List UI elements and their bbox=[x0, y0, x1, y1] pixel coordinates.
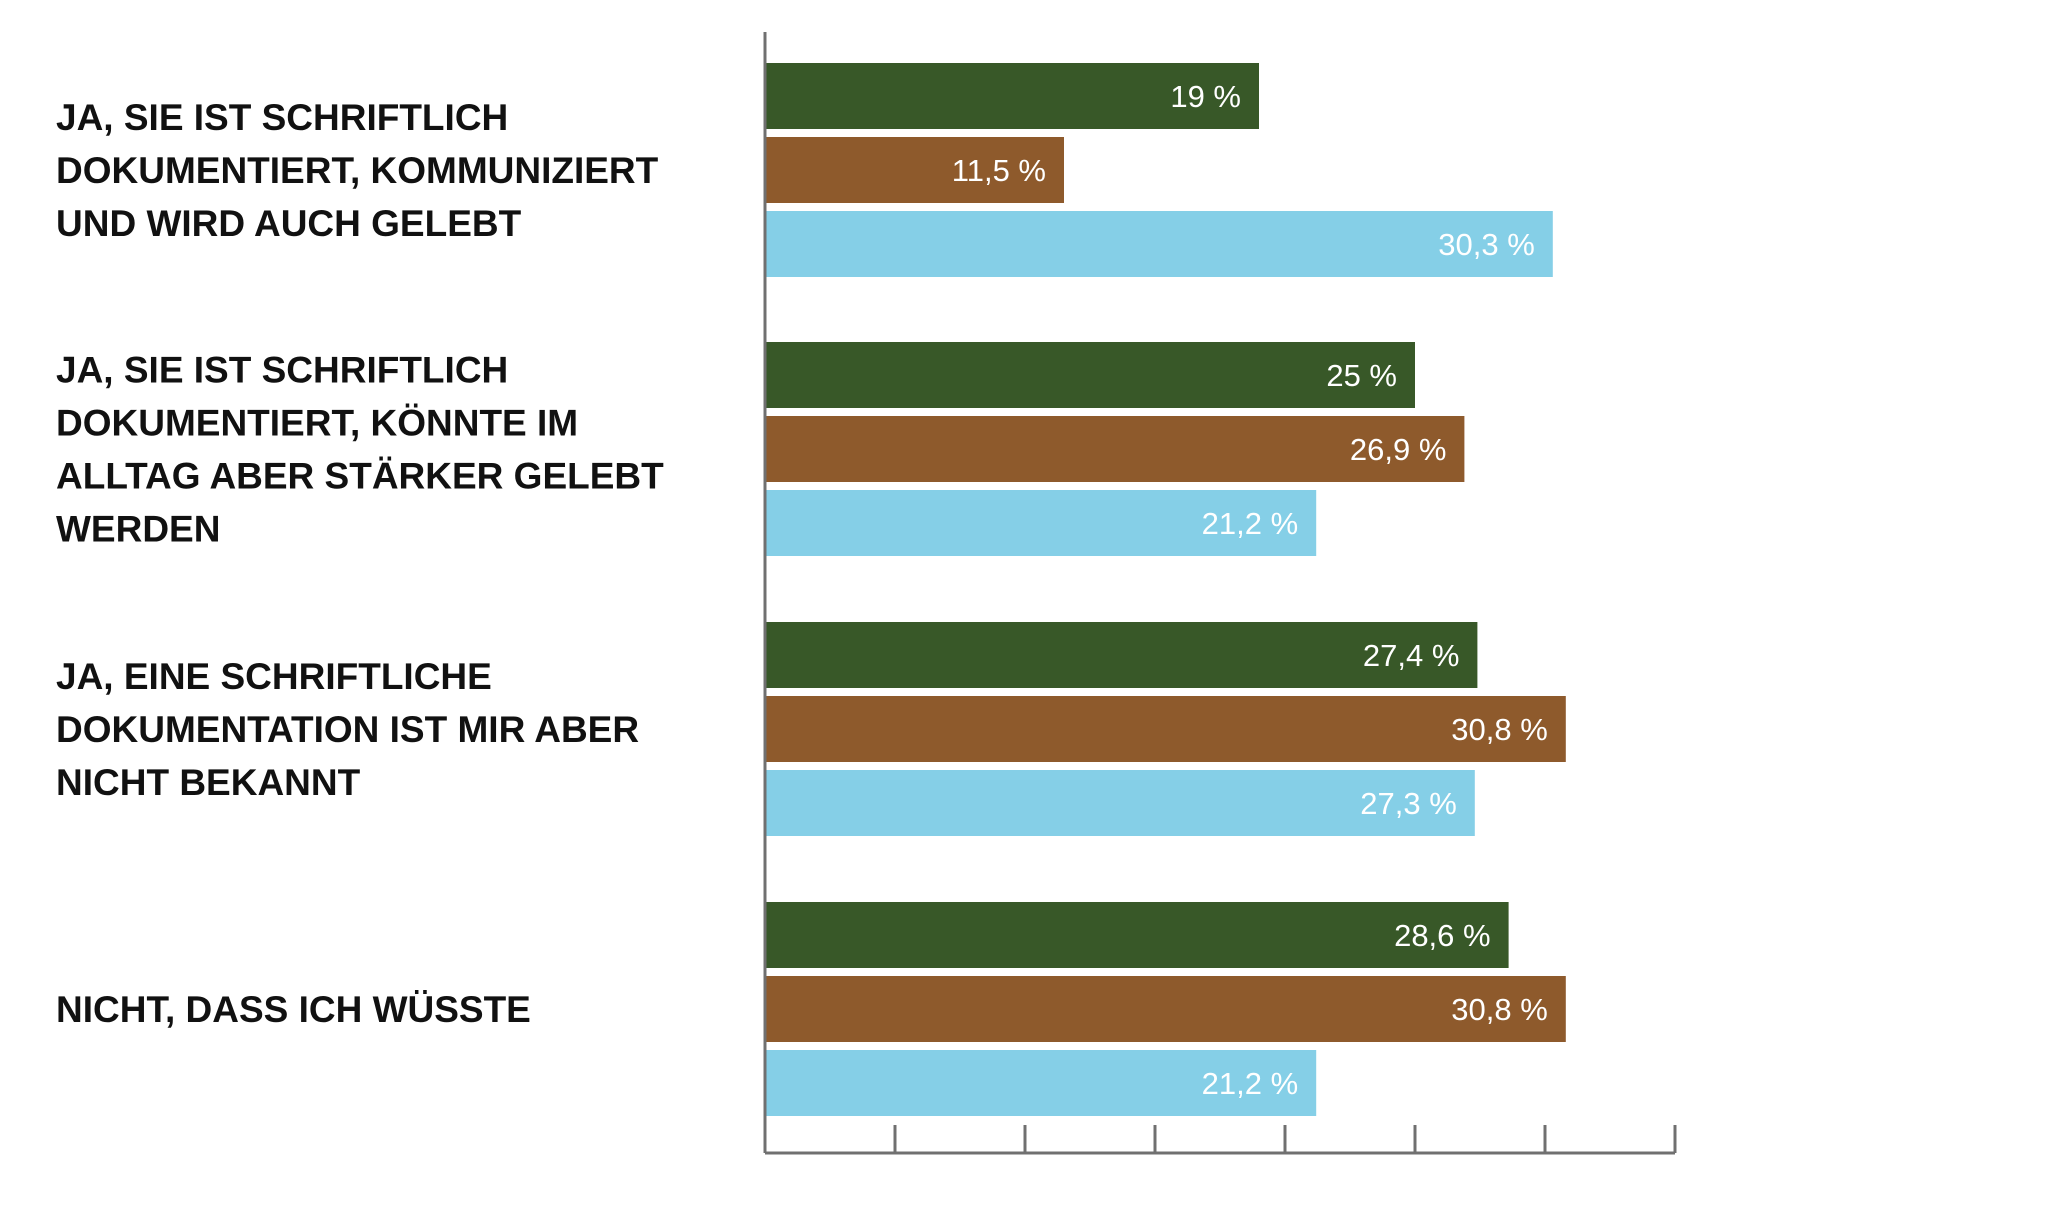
category-label-line: JA, SIE IST SCHRIFTLICH bbox=[56, 350, 508, 391]
category-label: JA, SIE IST SCHRIFTLICH DOKUMENTIERT, KÖN… bbox=[56, 350, 664, 550]
category-label-line: NICHT BEKANNT bbox=[56, 762, 361, 803]
bar-series-1 bbox=[765, 342, 1415, 408]
bar-series-2 bbox=[765, 976, 1566, 1042]
bar-series-2 bbox=[765, 416, 1465, 482]
bar-series-1 bbox=[765, 902, 1509, 968]
category-label-line: JA, EINE SCHRIFTLICHE bbox=[56, 656, 492, 697]
bar-series-3 bbox=[765, 770, 1475, 836]
bar-series-3 bbox=[765, 211, 1553, 277]
bar-value-label: 27,3 % bbox=[1360, 786, 1457, 821]
bar-series-2 bbox=[765, 137, 1064, 203]
category-label-line: JA, SIE IST SCHRIFTLICH bbox=[56, 97, 508, 138]
category-label-line: DOKUMENTIERT, KOMMUNIZIERT bbox=[56, 150, 659, 191]
category-label-line: DOKUMENTIERT, KÖNNTE IM bbox=[56, 403, 578, 444]
bar-value-label: 25 % bbox=[1326, 358, 1397, 393]
bar-value-label: 30,3 % bbox=[1438, 227, 1535, 262]
bar-value-label: 30,8 % bbox=[1451, 992, 1548, 1027]
bar-series-3 bbox=[765, 490, 1317, 556]
axes-group bbox=[763, 32, 1677, 1155]
bar-value-label: 28,6 % bbox=[1394, 918, 1491, 953]
bar-value-label: 11,5 % bbox=[952, 153, 1046, 188]
bar-series-1 bbox=[765, 63, 1259, 129]
category-label-line: DOKUMENTATION IST MIR ABER bbox=[56, 709, 639, 750]
bar-series-2 bbox=[765, 696, 1566, 762]
category-label-line: WERDEN bbox=[56, 509, 220, 550]
category-label-line: ALLTAG ABER STÄRKER GELEBT bbox=[56, 456, 664, 497]
category-label: NICHT, DASS ICH WÜSSTE bbox=[56, 989, 531, 1030]
category-labels: JA, SIE IST SCHRIFTLICH DOKUMENTIERT, KOM… bbox=[56, 97, 664, 1030]
bar-value-label: 30,8 % bbox=[1451, 712, 1548, 747]
bar-value-label: 27,4 % bbox=[1363, 638, 1460, 673]
bar-value-label: 21,2 % bbox=[1202, 506, 1299, 541]
bar-series-3 bbox=[765, 1050, 1317, 1116]
bar-value-label: 26,9 % bbox=[1350, 432, 1447, 467]
bars-group: 19 % 11,5 % 30,3 % 25 % 26,9 % 21,2 % 27,4 % 30… bbox=[765, 63, 1566, 1116]
bar-value-label: 21,2 % bbox=[1202, 1066, 1299, 1101]
bar-value-label: 19 % bbox=[1170, 79, 1241, 114]
category-label-line: UND WIRD AUCH GELEBT bbox=[56, 203, 522, 244]
category-label: JA, SIE IST SCHRIFTLICH DOKUMENTIERT, KOM… bbox=[56, 97, 659, 244]
category-label-line: NICHT, DASS ICH WÜSSTE bbox=[56, 989, 531, 1030]
category-label: JA, EINE SCHRIFTLICHE DOKUMENTATION IST M… bbox=[56, 656, 639, 803]
bar-series-1 bbox=[765, 622, 1478, 688]
